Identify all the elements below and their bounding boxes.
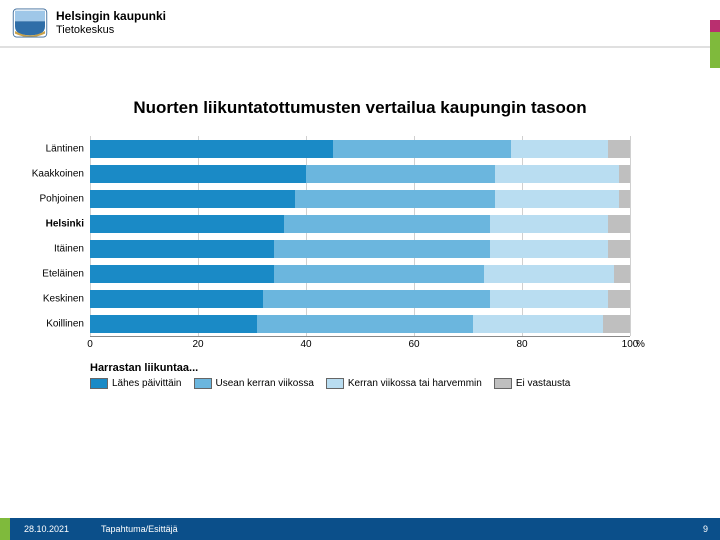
- org-text: Helsingin kaupunki Tietokeskus: [56, 10, 166, 36]
- footer-page: 9: [703, 524, 720, 534]
- bar-segment: [608, 215, 630, 233]
- category-label: Keskinen: [43, 293, 90, 304]
- legend-item: Ei vastausta: [494, 378, 570, 389]
- bar-segment: [90, 190, 295, 208]
- x-tick: 60: [408, 339, 419, 350]
- category-label: Läntinen: [46, 143, 90, 154]
- bar-row: [90, 165, 630, 183]
- bar-segment: [90, 215, 284, 233]
- bar-segment: [333, 140, 511, 158]
- accent-block: [710, 32, 720, 68]
- bar-segment: [274, 240, 490, 258]
- x-tick: 80: [516, 339, 527, 350]
- category-label: Itäinen: [54, 243, 90, 254]
- bar-row: [90, 290, 630, 308]
- city-crest-logo: [12, 8, 48, 38]
- bar-segment: [603, 315, 630, 333]
- x-axis: % 020406080100: [90, 336, 630, 352]
- footer: 28.10.2021 Tapahtuma/Esittäjä 9: [0, 518, 720, 540]
- x-tick: 0: [87, 339, 93, 350]
- bar-segment: [608, 290, 630, 308]
- bar-segment: [90, 165, 306, 183]
- legend-label: Usean kerran viikossa: [216, 378, 314, 389]
- legend-swatch: [194, 378, 212, 389]
- bar-segment: [614, 265, 630, 283]
- legend-label: Lähes päivittäin: [112, 378, 182, 389]
- footer-accent: [0, 518, 10, 540]
- bar-segment: [473, 315, 603, 333]
- bar-segment: [511, 140, 608, 158]
- bar-segment: [284, 215, 489, 233]
- bar-segment: [608, 240, 630, 258]
- bar-segment: [257, 315, 473, 333]
- bar-segment: [484, 265, 614, 283]
- bar-segment: [490, 215, 609, 233]
- legend-item: Lähes päivittäin: [90, 378, 182, 389]
- accent-block: [710, 20, 720, 32]
- header: Helsingin kaupunki Tietokeskus: [0, 0, 720, 46]
- chart-title: Nuorten liikuntatottumusten vertailua ka…: [0, 98, 720, 118]
- bar-segment: [490, 290, 609, 308]
- footer-event: Tapahtuma/Esittäjä: [83, 524, 178, 534]
- legend-swatch: [90, 378, 108, 389]
- header-rule: [0, 46, 720, 48]
- bar-segment: [619, 190, 630, 208]
- bar-row: [90, 265, 630, 283]
- bar-segment: [274, 265, 485, 283]
- legend-swatch: [494, 378, 512, 389]
- bar-row: [90, 215, 630, 233]
- category-label: Koillinen: [46, 318, 90, 329]
- bar-row: [90, 240, 630, 258]
- legend-swatch: [326, 378, 344, 389]
- plot-area: LäntinenKaakkoinenPohjoinenHelsinkiItäin…: [90, 136, 630, 336]
- bar-segment: [495, 165, 619, 183]
- legend-title: Harrastan liikuntaa...: [90, 362, 630, 374]
- legend-label: Kerran viikossa tai harvemmin: [348, 378, 482, 389]
- bar-segment: [90, 140, 333, 158]
- chart: LäntinenKaakkoinenPohjoinenHelsinkiItäin…: [90, 136, 630, 389]
- legend: Lähes päivittäin Usean kerran viikossa Ker…: [90, 378, 630, 389]
- bar-row: [90, 190, 630, 208]
- bar-segment: [90, 240, 274, 258]
- gridline: [630, 136, 631, 336]
- category-label: Pohjoinen: [40, 193, 90, 204]
- bar-segment: [263, 290, 490, 308]
- bar-segment: [90, 315, 257, 333]
- bar-segment: [90, 290, 263, 308]
- x-tick: 100: [622, 339, 639, 350]
- bar-segment: [608, 140, 630, 158]
- category-label: Kaakkoinen: [32, 168, 90, 179]
- bar-segment: [306, 165, 495, 183]
- x-tick: 20: [192, 339, 203, 350]
- org-name: Helsingin kaupunki: [56, 10, 166, 24]
- x-tick: 40: [300, 339, 311, 350]
- bar-segment: [90, 265, 274, 283]
- category-label: Eteläinen: [42, 268, 90, 279]
- bar-segment: [295, 190, 495, 208]
- bar-row: [90, 140, 630, 158]
- org-subtitle: Tietokeskus: [56, 24, 166, 37]
- bar-row: [90, 315, 630, 333]
- legend-item: Kerran viikossa tai harvemmin: [326, 378, 482, 389]
- legend-item: Usean kerran viikossa: [194, 378, 314, 389]
- bar-segment: [495, 190, 619, 208]
- legend-label: Ei vastausta: [516, 378, 570, 389]
- accent-strip: [710, 20, 720, 68]
- footer-date: 28.10.2021: [10, 524, 83, 534]
- category-label: Helsinki: [46, 218, 90, 229]
- bar-segment: [619, 165, 630, 183]
- bar-segment: [490, 240, 609, 258]
